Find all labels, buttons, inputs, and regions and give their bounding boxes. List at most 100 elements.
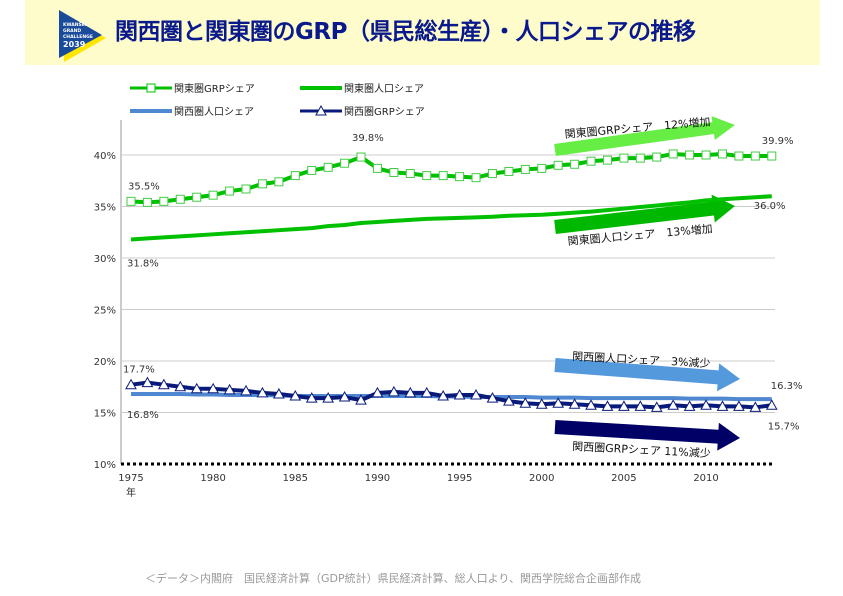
- data-point: [767, 151, 777, 161]
- data-label: 39.9%: [762, 136, 794, 147]
- triangle-marker-icon: [315, 104, 327, 116]
- series-line: [130, 151, 772, 205]
- legend-item: 関東圏人口シェア: [300, 82, 424, 95]
- data-point: [635, 153, 645, 163]
- legend-item: 関東圏GRPシェア: [130, 82, 255, 95]
- y-tick-label: 10%: [94, 460, 116, 471]
- data-point: [192, 192, 202, 202]
- data-point: [749, 401, 762, 412]
- data-point: [586, 156, 596, 166]
- data-point: [323, 162, 333, 172]
- y-tick-label: 25%: [94, 306, 116, 317]
- data-point: [305, 392, 318, 403]
- svg-text:KWANSEI: KWANSEI: [63, 22, 87, 28]
- data-point: [240, 384, 252, 396]
- data-point: [405, 169, 415, 179]
- data-point: [404, 386, 417, 398]
- data-point: [750, 151, 760, 161]
- data-point: [274, 177, 284, 187]
- data-point: [453, 388, 466, 400]
- data-point: [535, 398, 548, 409]
- x-tick-label: 1995: [447, 473, 472, 484]
- data-point: [733, 400, 745, 411]
- data-point: [225, 186, 235, 196]
- data-point: [208, 190, 218, 200]
- arrow-icon: [554, 194, 735, 234]
- logo: KWANSEI GRAND CHALLENGE 2039: [59, 10, 106, 62]
- data-point: [356, 152, 366, 162]
- data-point: [552, 397, 565, 408]
- data-point: [601, 400, 614, 411]
- x-tick-label: 1980: [200, 473, 225, 484]
- data-point: [520, 164, 530, 174]
- data-point: [652, 152, 662, 162]
- data-point: [700, 399, 712, 410]
- data-point: [504, 166, 514, 176]
- y-tick-label: 30%: [94, 254, 116, 265]
- legend-label: 関西圏GRPシェア: [344, 106, 425, 118]
- data-point: [338, 391, 351, 402]
- annotation-label: 関西圏GRPシェア 11%減少: [572, 439, 711, 460]
- x-tick-label: 1985: [283, 473, 308, 484]
- data-point: [290, 171, 300, 181]
- svg-text:CHALLENGE: CHALLENGE: [63, 34, 93, 40]
- square-marker-icon: [146, 83, 156, 93]
- data-point: [470, 388, 482, 400]
- data-label: 17.7%: [123, 365, 155, 376]
- data-point: [158, 378, 170, 390]
- legend-label: 関東圏人口シェア: [344, 82, 424, 95]
- data-point: [683, 400, 696, 411]
- data-point: [420, 386, 433, 398]
- y-tick-label: 35%: [94, 203, 116, 214]
- header-band: [25, 0, 820, 65]
- data-point: [422, 171, 432, 181]
- data-labels: 35.5% 39.8% 39.9% 31.8% 36.0% 17.7% 16.8% 16.3%…: [123, 133, 803, 432]
- data-label: 16.3%: [771, 381, 803, 392]
- data-point: [585, 399, 597, 410]
- data-label: 39.8%: [352, 133, 384, 144]
- legend-item: 関西圏GRPシェア: [300, 104, 425, 118]
- data-point: [190, 382, 203, 394]
- x-tick-label: 1975: [118, 473, 143, 484]
- data-point: [553, 160, 563, 170]
- data-point: [537, 163, 547, 173]
- legend-item: 関西圏人口シェア: [130, 106, 254, 118]
- data-point: [372, 163, 382, 173]
- arrow-icon: [554, 420, 740, 451]
- legend-label: 関東圏GRPシェア: [174, 82, 255, 95]
- data-point: [455, 172, 465, 182]
- data-point: [289, 389, 302, 401]
- x-tick-label: 2005: [611, 473, 636, 484]
- series-line: [130, 194, 772, 242]
- data-point: [618, 400, 630, 411]
- data-point: [734, 151, 744, 161]
- data-point: [650, 401, 663, 412]
- series-line: [130, 380, 773, 410]
- data-point: [765, 399, 778, 410]
- data-point: [716, 400, 729, 411]
- data-point: [142, 197, 152, 207]
- data-point: [717, 149, 727, 159]
- data-point: [355, 394, 367, 405]
- data-point: [701, 150, 711, 160]
- x-tick-label: 2000: [529, 473, 554, 484]
- data-point: [241, 184, 251, 194]
- data-label: 31.8%: [127, 258, 159, 269]
- data-point: [568, 398, 581, 409]
- x-tick-label: 1990: [365, 473, 390, 484]
- data-point: [487, 169, 497, 179]
- data-point: [668, 149, 678, 159]
- data-point: [207, 382, 219, 394]
- arrow-icon: [554, 116, 735, 156]
- x-tick-label: 2010: [693, 473, 718, 484]
- data-point: [685, 150, 695, 160]
- data-point: [519, 397, 532, 408]
- data-point: [257, 179, 267, 189]
- data-point: [371, 386, 384, 398]
- svg-text:2039: 2039: [63, 40, 86, 49]
- data-point: [486, 392, 499, 403]
- x-axis-label: 年: [126, 486, 136, 499]
- data-point: [389, 168, 399, 178]
